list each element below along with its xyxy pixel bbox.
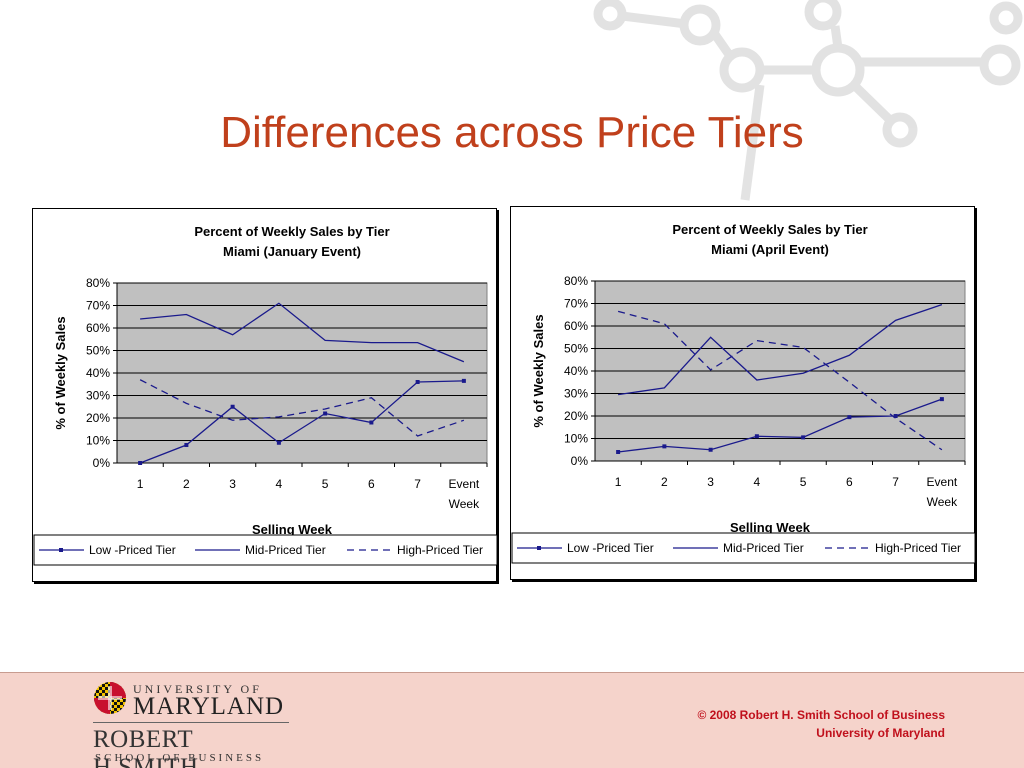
footer: UNIVERSITY OF MARYLAND ROBERT H.SMITH SC… [0, 672, 1024, 768]
y-tick-label: 20% [86, 411, 110, 425]
data-point [754, 434, 759, 439]
x-tick-label: 3 [707, 475, 714, 489]
legend-marker [59, 548, 63, 552]
y-axis-label: % of Weekly Sales [53, 316, 68, 429]
y-tick-label: 70% [564, 297, 588, 311]
legend-label: Mid-Priced Tier [723, 541, 804, 555]
chart-subtitle: Miami (January Event) [223, 244, 361, 259]
y-tick-label: 50% [564, 342, 588, 356]
school-line1: ROBERT H.SMITH [93, 726, 199, 768]
data-point [369, 420, 374, 425]
chart-title: Percent of Weekly Sales by Tier [672, 222, 867, 237]
y-tick-label: 50% [86, 344, 110, 358]
copyright: © 2008 Robert H. Smith School of Busines… [697, 706, 945, 742]
y-tick-label: 60% [564, 319, 588, 333]
y-tick-label: 10% [564, 432, 588, 446]
data-point [939, 397, 944, 402]
x-tick-label: 5 [322, 477, 329, 491]
data-point [138, 461, 143, 465]
x-axis-label: Selling Week [252, 522, 333, 537]
data-point [847, 415, 852, 420]
maryland-flag-icon [94, 682, 126, 714]
copyright-line2: University of Maryland [816, 726, 945, 740]
x-tick-label: 3 [229, 477, 236, 491]
data-point [415, 380, 420, 384]
x-tick-label: Event [927, 475, 958, 489]
data-point [276, 440, 281, 445]
legend-box [511, 532, 976, 564]
x-tick-label: 7 [892, 475, 899, 489]
logo: UNIVERSITY OF MARYLAND ROBERT H.SMITH SC… [93, 681, 293, 768]
molecule-decoration [593, 0, 1023, 201]
chart-april: Percent of Weekly Sales by Tier Miami (Ap… [510, 206, 976, 580]
data-point [662, 444, 667, 449]
y-tick-label: 0% [93, 456, 111, 470]
data-point [323, 411, 328, 416]
x-axis-label: Selling Week [730, 520, 811, 535]
legend-marker [537, 546, 541, 550]
y-tick-label: 70% [86, 299, 110, 313]
logo-divider [93, 722, 289, 723]
y-tick-label: 60% [86, 321, 110, 335]
chart-title: Percent of Weekly Sales by Tier [194, 224, 389, 239]
chart-january-svg: Percent of Weekly Sales by Tier Miami (Ja… [33, 224, 498, 566]
data-point [461, 378, 466, 383]
x-tick-label: 2 [183, 477, 190, 491]
series-line-2 [139, 379, 465, 437]
y-tick-label: 10% [86, 434, 110, 448]
chart-april-svg: Percent of Weekly Sales by Tier Miami (Ap… [511, 222, 976, 564]
y-tick-label: 0% [571, 454, 589, 468]
x-tick-label: 5 [800, 475, 807, 489]
chart-january: Percent of Weekly Sales by Tier Miami (Ja… [32, 208, 498, 582]
legend-box [33, 534, 498, 566]
series-line-0 [139, 380, 464, 464]
x-tick-label: 7 [414, 477, 421, 491]
x-tick-label: 1 [137, 477, 144, 491]
y-tick-label: 80% [86, 276, 110, 290]
series-line-1 [140, 302, 465, 363]
x-tick-label: 4 [754, 475, 761, 489]
y-tick-label: 40% [86, 366, 110, 380]
x-tick-label: 1 [615, 475, 622, 489]
school-line2: SCHOOL OF BUSINESS [95, 752, 265, 764]
x-tick-label: Week [927, 495, 958, 509]
x-tick-label: Week [449, 497, 480, 511]
y-tick-label: 20% [564, 409, 588, 423]
university-line1: UNIVERSITY OF [133, 682, 262, 696]
legend-label: Low -Priced Tier [89, 543, 176, 557]
chart-subtitle: Miami (April Event) [711, 242, 829, 257]
x-tick-label: 4 [276, 477, 283, 491]
data-point [616, 450, 621, 454]
series-line-0 [618, 398, 943, 453]
university-line2: MARYLAND [133, 693, 285, 720]
y-tick-label: 80% [564, 274, 588, 288]
y-tick-label: 40% [564, 364, 588, 378]
slide-title: Differences across Price Tiers [220, 108, 804, 157]
x-tick-label: 6 [846, 475, 853, 489]
legend-label: Mid-Priced Tier [245, 543, 326, 557]
data-point [893, 414, 898, 418]
x-tick-label: 2 [661, 475, 668, 489]
y-tick-label: 30% [86, 389, 110, 403]
legend-label: High-Priced Tier [875, 541, 961, 555]
data-point [801, 435, 806, 440]
series-line-1 [618, 304, 943, 396]
x-tick-label: 6 [368, 477, 375, 491]
x-tick-label: Event [449, 477, 480, 491]
data-point [708, 447, 713, 452]
y-axis-label: % of Weekly Sales [531, 314, 546, 427]
legend-label: Low -Priced Tier [567, 541, 654, 555]
data-point [184, 443, 189, 447]
data-point [230, 404, 235, 409]
legend-label: High-Priced Tier [397, 543, 483, 557]
y-tick-label: 30% [564, 387, 588, 401]
copyright-line1: © 2008 Robert H. Smith School of Busines… [697, 708, 945, 722]
